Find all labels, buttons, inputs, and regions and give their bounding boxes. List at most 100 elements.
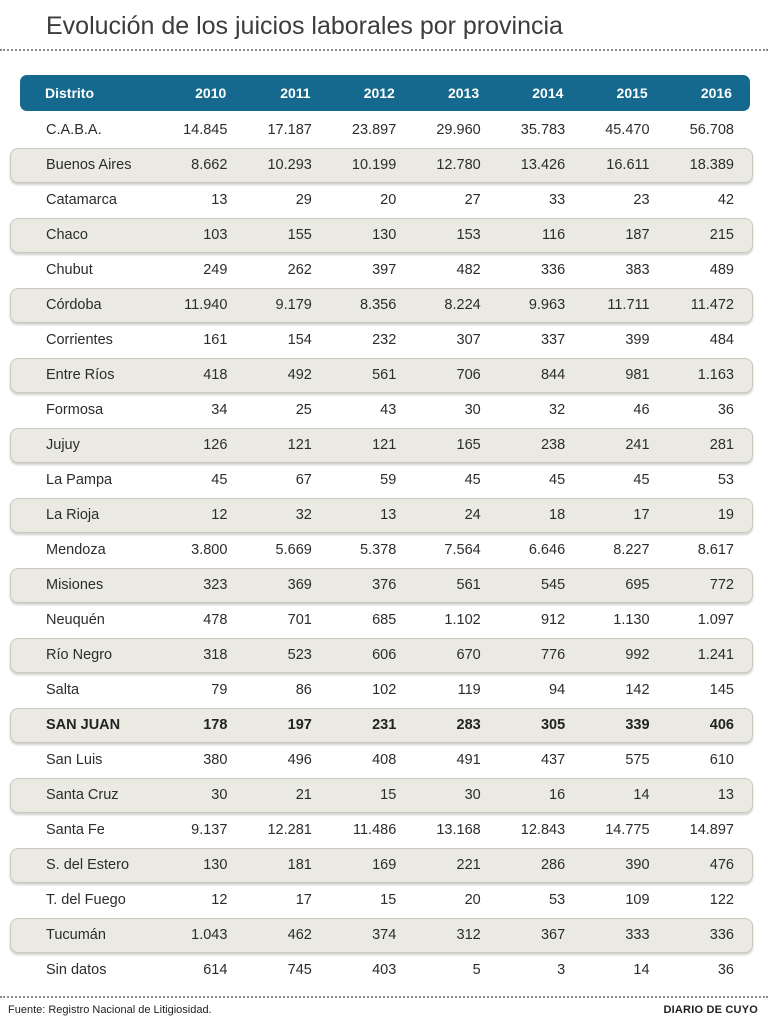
- district-name: C.A.B.A.: [46, 122, 102, 138]
- table-row: La Rioja 12 32 13 24 18 17 19: [10, 497, 753, 533]
- value-cell: 20: [464, 892, 481, 908]
- district-name: Santa Fe: [46, 822, 105, 838]
- table-row: Río Negro 318 523 606 670 776 992 1.241: [10, 637, 753, 673]
- value-cell: 67: [295, 472, 312, 488]
- value-cell: 336: [540, 262, 566, 278]
- value-cell: 701: [287, 612, 312, 628]
- district-name: San Luis: [46, 752, 103, 768]
- value-cell: 1.097: [697, 612, 734, 628]
- top-divider: [0, 48, 768, 51]
- value-cell: 8.617: [697, 542, 734, 558]
- district-name: La Rioja: [46, 507, 100, 523]
- value-cell: 14.775: [605, 822, 650, 838]
- table-row: Jujuy 126 121 121 165 238 241 281: [10, 427, 753, 463]
- value-cell: 484: [709, 332, 734, 348]
- table-row: Neuquén 478 701 685 1.102 912 1.130 1.09…: [10, 603, 753, 638]
- value-cell: 706: [456, 367, 481, 383]
- value-cell: 12.780: [436, 157, 481, 173]
- table-row: Salta 79 86 102 119 94 142 145: [10, 673, 753, 708]
- value-cell: 380: [203, 752, 228, 768]
- value-cell: 408: [372, 752, 397, 768]
- value-cell: 16.611: [606, 157, 650, 173]
- value-cell: 30: [464, 402, 481, 418]
- value-cell: 418: [203, 367, 228, 383]
- value-cell: 59: [380, 472, 397, 488]
- value-cell: 34: [211, 402, 228, 418]
- value-cell: 10.199: [351, 157, 397, 173]
- value-cell: 10.293: [267, 157, 312, 173]
- district-name: Corrientes: [46, 332, 113, 348]
- value-cell: 21: [295, 787, 312, 803]
- value-cell: 215: [709, 227, 734, 243]
- value-cell: 695: [625, 577, 650, 593]
- value-cell: 262: [287, 262, 312, 278]
- source-text: Fuente: Registro Nacional de Litigiosida…: [8, 1003, 212, 1016]
- district-name: Sin datos: [46, 962, 107, 978]
- value-cell: 45: [211, 472, 228, 488]
- value-cell: 154: [287, 332, 312, 348]
- value-cell: 17: [633, 507, 650, 523]
- value-cell: 17: [295, 892, 312, 908]
- table-row: Córdoba 11.940 9.179 8.356 8.224 9.963 1…: [10, 287, 753, 323]
- value-cell: 109: [625, 892, 650, 908]
- value-cell: 9.963: [528, 297, 566, 313]
- value-cell: 42: [717, 192, 734, 208]
- value-cell: 29: [295, 192, 312, 208]
- table-row: Corrientes 161 154 232 307 337 399 484: [10, 323, 753, 358]
- value-cell: 45: [633, 472, 650, 488]
- value-cell: 165: [456, 437, 481, 453]
- value-cell: 614: [203, 962, 228, 978]
- value-cell: 369: [287, 577, 312, 593]
- value-cell: 79: [211, 682, 228, 698]
- value-cell: 16: [549, 787, 566, 803]
- value-cell: 181: [287, 857, 312, 873]
- value-cell: 606: [372, 647, 397, 663]
- value-cell: 45: [464, 472, 481, 488]
- table-row: San Luis 380 496 408 491 437 575 610: [10, 743, 753, 778]
- district-name: Entre Ríos: [46, 367, 115, 383]
- value-cell: 462: [287, 927, 312, 943]
- value-cell: 307: [456, 332, 481, 348]
- value-cell: 610: [709, 752, 734, 768]
- value-cell: 32: [549, 402, 566, 418]
- value-cell: 238: [540, 437, 566, 453]
- value-cell: 1.241: [697, 647, 734, 663]
- value-cell: 323: [203, 577, 228, 593]
- district-name: Córdoba: [46, 297, 102, 313]
- table-row: S. del Estero 130 181 169 221 286 390 47…: [10, 847, 753, 883]
- year-column-header: 2011: [280, 84, 311, 101]
- value-cell: 142: [625, 682, 650, 698]
- value-cell: 8.224: [444, 297, 481, 313]
- district-name: Salta: [46, 682, 80, 698]
- value-cell: 14: [633, 962, 650, 978]
- value-cell: 14: [633, 787, 650, 803]
- value-cell: 19: [717, 507, 734, 523]
- value-cell: 13: [380, 507, 397, 523]
- value-cell: 336: [709, 927, 734, 943]
- table-row: Misiones 323 369 376 561 545 695 772: [10, 567, 753, 603]
- value-cell: 492: [287, 367, 312, 383]
- value-cell: 437: [540, 752, 566, 768]
- value-cell: 12.281: [267, 822, 312, 838]
- value-cell: 489: [709, 262, 734, 278]
- value-cell: 14.845: [183, 122, 228, 138]
- value-cell: 25: [295, 402, 312, 418]
- bottom-divider: [0, 995, 768, 998]
- value-cell: 8.356: [359, 297, 397, 313]
- value-cell: 29.960: [436, 122, 481, 138]
- district-name: Formosa: [46, 402, 104, 418]
- value-cell: 15: [380, 892, 397, 908]
- table-row: Sin datos 614 745 403 5 3 14 36: [10, 953, 753, 988]
- district-name: SAN JUAN: [46, 717, 121, 733]
- value-cell: 745: [287, 962, 312, 978]
- value-cell: 283: [456, 717, 481, 733]
- value-cell: 12: [211, 892, 228, 908]
- table-row: Chubut 249 262 397 482 336 383 489: [10, 253, 753, 288]
- value-cell: 367: [540, 927, 566, 943]
- value-cell: 286: [540, 857, 566, 873]
- value-cell: 36: [717, 402, 734, 418]
- value-cell: 318: [203, 647, 228, 663]
- value-cell: 12.843: [520, 822, 566, 838]
- value-cell: 231: [372, 717, 397, 733]
- district-name: Catamarca: [46, 192, 117, 208]
